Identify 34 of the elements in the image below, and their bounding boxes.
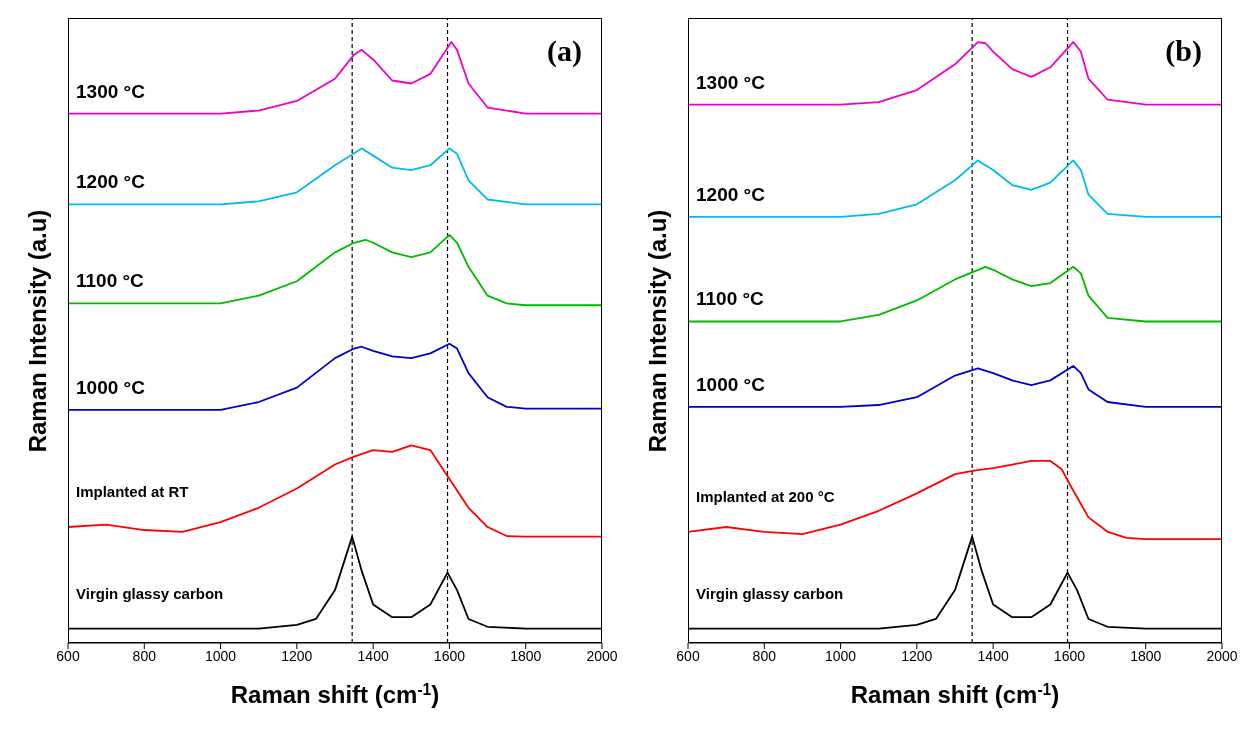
x-axis-title: Raman shift (cm$^{-1}$) — [850, 680, 1060, 708]
series-label: 1000 °C — [76, 376, 146, 398]
series-label: 1200 °C — [76, 171, 146, 193]
x-tick-label: 1800 — [510, 647, 542, 664]
x-tick-label: 1200 — [901, 647, 933, 664]
x-tick-label: 600 — [676, 647, 700, 664]
x-tick-label: 1800 — [1130, 647, 1162, 664]
series-label: Implanted at 200 °C — [696, 487, 835, 505]
x-tick-label: 2000 — [586, 647, 618, 664]
series-label: Virgin glassy carbon — [696, 584, 844, 602]
x-tick-label: 1600 — [1053, 647, 1086, 664]
x-tick-label: 1400 — [357, 647, 389, 664]
series-label: 1100 °C — [696, 288, 765, 310]
x-tick-label: 800 — [752, 647, 777, 664]
series-label: 1000 °C — [696, 373, 766, 395]
x-tick-label: 1400 — [977, 647, 1009, 664]
series-label: 1100 °C — [76, 270, 145, 292]
series-label: 1300 °C — [696, 71, 766, 93]
x-tick-label: 1200 — [281, 647, 313, 664]
series-label: Implanted at RT — [76, 483, 189, 501]
x-axis-title: Raman shift (cm$^{-1}$) — [230, 680, 440, 708]
x-tick-label: 800 — [132, 647, 157, 664]
annotation: (b) — [1165, 34, 1202, 68]
series-label: 1200 °C — [696, 183, 766, 205]
x-tick-label: 1600 — [433, 647, 466, 664]
series-label: Virgin glassy carbon — [76, 584, 224, 602]
y-axis-title: Raman Intensity (a.u) — [24, 209, 52, 452]
x-tick-label: 600 — [56, 647, 80, 664]
x-tick-label: 1000 — [824, 647, 857, 664]
series-label: 1300 °C — [76, 80, 146, 102]
annotation: (a) — [547, 34, 582, 68]
x-tick-label: 1000 — [204, 647, 237, 664]
x-tick-label: 2000 — [1206, 647, 1238, 664]
y-axis-title: Raman Intensity (a.u) — [644, 209, 672, 452]
